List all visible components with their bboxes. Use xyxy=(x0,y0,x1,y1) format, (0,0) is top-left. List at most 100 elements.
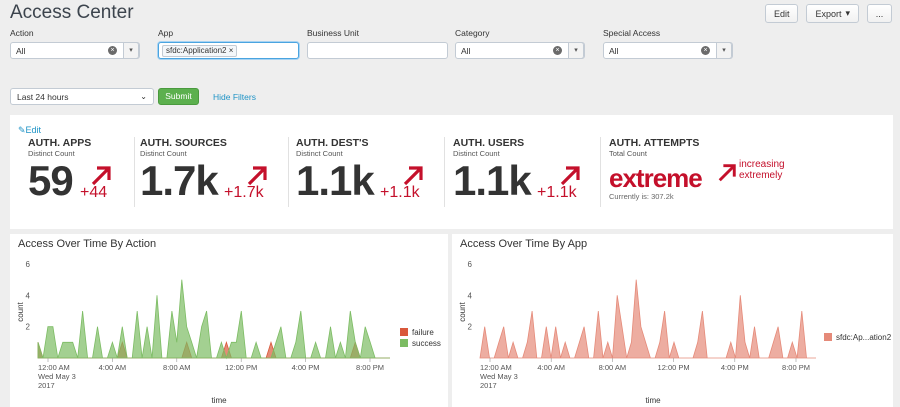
x-axis-label: time xyxy=(211,396,227,405)
dropdown-caret-icon[interactable]: ▾ xyxy=(716,42,732,59)
kpi-value: 1.1k xyxy=(453,157,532,204)
x-tick-label: 4:00 PM xyxy=(721,363,749,372)
kpi-auth-apps: AUTH. APPS Distinct Count 59 +44 xyxy=(28,137,128,211)
export-label: Export xyxy=(815,8,842,19)
app-filter-label: App xyxy=(158,28,174,38)
y-tick-label: 4 xyxy=(468,291,473,300)
kpi-title: AUTH. SOURCES xyxy=(140,137,227,149)
kpi-delta: +1.1k xyxy=(537,184,577,201)
trend-up-arrow-icon xyxy=(718,164,736,182)
filter-bar: Action All × ▾ App sfdc:Application2 × B… xyxy=(10,28,890,64)
action-select[interactable]: All × ▾ xyxy=(10,42,140,59)
y-tick-label: 6 xyxy=(26,260,31,269)
kpi-title: AUTH. ATTEMPTS xyxy=(609,137,700,149)
special-access-filter: Special Access All × ▾ xyxy=(603,28,733,59)
app-multiselect[interactable]: sfdc:Application2 × xyxy=(158,42,299,59)
kpi-divider xyxy=(600,137,601,207)
dropdown-caret-icon[interactable]: ▾ xyxy=(123,42,139,59)
kpi-auth-attempts: AUTH. ATTEMPTS Total Count extreme incre… xyxy=(609,137,809,211)
business-unit-filter: Business Unit xyxy=(307,28,448,59)
dropdown-caret-icon[interactable]: ▾ xyxy=(568,42,584,59)
kpi-panel: ✎Edit AUTH. APPS Distinct Count 59 +44 A… xyxy=(10,115,893,229)
kpi-value: 1.7k xyxy=(140,157,219,204)
kpi-auth-sources: AUTH. SOURCES Distinct Count 1.7k +1.7k xyxy=(140,137,280,211)
kpi-subtitle: Distinct Count xyxy=(296,149,343,158)
x-tick-label: 12:00 AM xyxy=(38,363,70,372)
chevron-down-icon: ▾ xyxy=(845,8,850,18)
hide-filters-link[interactable]: Hide Filters xyxy=(213,92,256,102)
category-filter: Category All × ▾ xyxy=(455,28,585,59)
chart-panel-by-action: Access Over Time By Action 2 4 6 count 12:00… xyxy=(10,234,448,407)
category-select[interactable]: All × ▾ xyxy=(455,42,585,59)
trend-up-arrow-icon xyxy=(560,166,580,186)
chart-title: Access Over Time By Action xyxy=(18,238,157,250)
app-chip-label: sfdc:Application2 xyxy=(166,46,227,55)
export-button[interactable]: Export ▾ xyxy=(806,4,859,23)
kpi-value: 1.1k xyxy=(296,157,375,204)
kpi-subtitle: Distinct Count xyxy=(28,149,75,158)
y-axis-label: count xyxy=(458,301,467,321)
top-actions: Edit Export ▾ ... xyxy=(764,4,892,23)
legend-swatch xyxy=(824,333,832,341)
kpi-trend-text: increasing extremely xyxy=(739,159,785,181)
series-area-sfdc:Ap...ation2 xyxy=(479,279,816,359)
y-axis-label: count xyxy=(16,301,25,321)
x-tick-label: 8:00 PM xyxy=(356,363,384,372)
kpi-subtitle: Distinct Count xyxy=(453,149,500,158)
chip-remove-icon[interactable]: × xyxy=(228,46,234,55)
clear-icon[interactable]: × xyxy=(553,46,562,55)
kpi-edit-label: Edit xyxy=(25,125,42,135)
x-tick-label: 8:00 AM xyxy=(163,363,191,372)
action-filter-label: Action xyxy=(10,28,34,38)
kpi-title: AUTH. DEST'S xyxy=(296,137,369,149)
special-access-select[interactable]: All × ▾ xyxy=(603,42,733,59)
kpi-delta: +1.1k xyxy=(380,184,420,201)
kpi-edit-link[interactable]: ✎Edit xyxy=(18,125,41,136)
kpi-value: extreme xyxy=(609,163,703,193)
legend-label: failure xyxy=(412,328,434,337)
kpi-title: AUTH. APPS xyxy=(28,137,92,149)
chart-panel-by-app: Access Over Time By App 2 4 6 count 12:00 AM… xyxy=(452,234,893,407)
legend-label: sfdc:Ap...ation2 xyxy=(836,333,892,342)
trend-up-arrow-icon xyxy=(91,166,111,186)
more-button[interactable]: ... xyxy=(867,4,892,23)
y-tick-label: 6 xyxy=(468,260,473,269)
business-unit-label: Business Unit xyxy=(307,28,359,38)
kpi-subtitle: Distinct Count xyxy=(140,149,187,158)
action-select-value: All xyxy=(16,46,26,56)
x-tick-label: 2017 xyxy=(480,381,497,390)
x-tick-label: Wed May 3 xyxy=(38,372,76,381)
kpi-value: 59 xyxy=(28,157,74,204)
kpi-divider xyxy=(444,137,445,207)
submit-button[interactable]: Submit xyxy=(158,88,199,105)
kpi-divider xyxy=(288,137,289,207)
y-tick-label: 2 xyxy=(26,323,31,332)
action-filter: Action All × ▾ xyxy=(10,28,140,59)
category-filter-label: Category xyxy=(455,28,490,38)
kpi-title: AUTH. USERS xyxy=(453,137,525,149)
kpi-current-value: Currently is: 307.2k xyxy=(609,192,674,201)
app-filter: App sfdc:Application2 × xyxy=(158,28,299,59)
clear-icon[interactable]: × xyxy=(701,46,710,55)
kpi-divider xyxy=(134,137,135,207)
trend-up-arrow-icon xyxy=(247,166,267,186)
trend-up-arrow-icon xyxy=(403,166,423,186)
business-unit-input[interactable] xyxy=(307,42,448,59)
clear-icon[interactable]: × xyxy=(108,46,117,55)
page-title: Access Center xyxy=(10,2,134,23)
x-tick-label: 4:00 AM xyxy=(537,363,565,372)
x-tick-label: Wed May 3 xyxy=(480,372,518,381)
kpi-auth-dests: AUTH. DEST'S Distinct Count 1.1k +1.1k xyxy=(296,137,436,211)
special-access-value: All xyxy=(609,46,619,56)
category-select-value: All xyxy=(461,46,471,56)
edit-button[interactable]: Edit xyxy=(764,4,799,23)
x-tick-label: 4:00 AM xyxy=(99,363,127,372)
x-tick-label: 12:00 PM xyxy=(658,363,690,372)
x-tick-label: 12:00 AM xyxy=(480,363,512,372)
legend-swatch xyxy=(400,339,408,347)
legend-label: success xyxy=(412,339,441,348)
y-tick-label: 4 xyxy=(26,291,31,300)
kpi-delta: +44 xyxy=(80,184,108,201)
time-range-picker[interactable]: Last 24 hours ⌄ xyxy=(10,88,154,105)
